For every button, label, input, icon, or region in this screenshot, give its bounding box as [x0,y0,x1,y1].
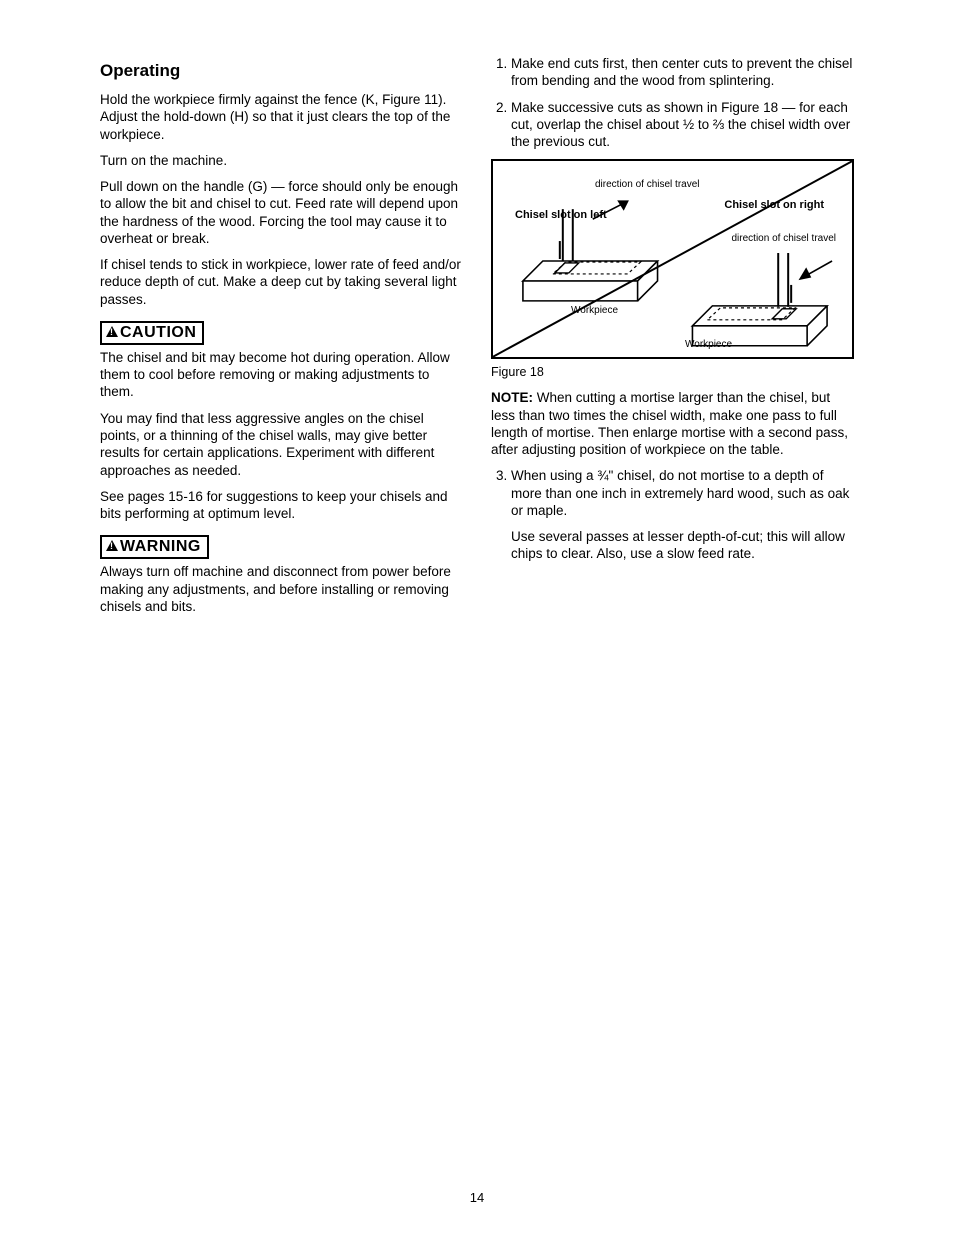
warning-callout: !WARNING [100,535,209,559]
warning-label: WARNING [120,538,201,555]
warning-triangle-icon: ! [106,540,118,551]
list-item: Make successive cuts as shown in Figure … [511,99,854,151]
list-item-text: Use several passes at lesser depth-of-cu… [511,529,845,561]
fig-left-dir: direction of chisel travel [595,179,700,190]
warning-text: Always turn off machine and disconnect f… [100,563,463,615]
figure-caption: Figure 18 [491,365,854,379]
ordered-list: Make end cuts first, then center cuts to… [491,55,854,150]
figure-svg [493,161,852,357]
fig-right-wp: Workpiece [685,339,732,350]
caution-label: CAUTION [120,324,196,341]
paragraph: Turn on the machine. [100,152,463,169]
caution-callout: !CAUTION [100,321,204,345]
right-column: Make end cuts first, then center cuts to… [491,55,854,624]
ordered-list: When using a ¾" chisel, do not mortise t… [491,467,854,562]
paragraph: See pages 15-16 for suggestions to keep … [100,488,463,523]
note-paragraph: NOTE: When cutting a mortise larger than… [491,389,854,458]
warning-triangle-icon: ! [106,326,118,337]
fig-left-wp: Workpiece [571,305,618,316]
fig-right-dir: direction of chisel travel [732,233,837,244]
note-label: NOTE: [491,390,533,405]
two-column-layout: Operating Hold the workpiece firmly agai… [100,55,854,624]
note-text: When cutting a mortise larger than the c… [491,390,848,457]
manual-page: Operating Hold the workpiece firmly agai… [0,0,954,1235]
paragraph: If chisel tends to stick in workpiece, l… [100,256,463,308]
list-item-text: When using a ¾" chisel, do not mortise t… [511,468,849,518]
left-column: Operating Hold the workpiece firmly agai… [100,55,463,624]
fig-right-title: Chisel slot on right [724,199,824,211]
figure-18: Chisel slot on left direction of chisel … [491,159,854,359]
paragraph: Hold the workpiece firmly against the fe… [100,91,463,143]
paragraph: You may find that less aggressive angles… [100,410,463,479]
list-item: Make end cuts first, then center cuts to… [511,55,854,90]
section-heading: Operating [100,61,463,81]
fig-left-title: Chisel slot on left [515,209,607,221]
caution-text: The chisel and bit may become hot during… [100,349,463,401]
paragraph: Pull down on the handle (G) — force shou… [100,178,463,247]
list-item: When using a ¾" chisel, do not mortise t… [511,467,854,562]
page-number: 14 [0,1190,954,1205]
